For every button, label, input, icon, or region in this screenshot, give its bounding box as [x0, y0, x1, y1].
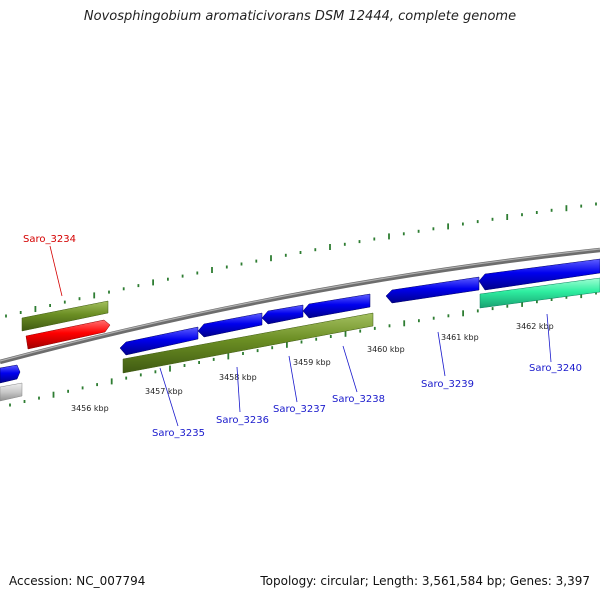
leader-line — [159, 367, 179, 427]
ruler-label: 3462 kbp — [516, 322, 554, 331]
map-title: Novosphingobium aromaticivorans DSM 1244… — [83, 9, 517, 24]
genome-backbone-highlight — [0, 248, 600, 362]
leader-line — [342, 345, 358, 393]
cds-saro-3237[interactable] — [261, 304, 304, 325]
ruler-label: 3460 kbp — [367, 345, 405, 354]
gene-label-saro-3240[interactable]: Saro_3240 — [529, 363, 582, 374]
gene-label-saro-3237[interactable]: Saro_3237 — [273, 404, 326, 415]
cds-saro-3240[interactable] — [478, 258, 600, 291]
rna-left-partial[interactable] — [0, 382, 23, 402]
outer-ruler — [5, 202, 597, 318]
leader-line — [236, 366, 241, 413]
leader-lines — [49, 245, 552, 427]
gene-label-saro-3239[interactable]: Saro_3239 — [421, 379, 474, 390]
cds-left-partial[interactable] — [0, 364, 21, 384]
leader-line — [437, 331, 446, 377]
cds-saro-3239[interactable] — [385, 276, 480, 304]
cds-saro-3235[interactable] — [119, 326, 199, 356]
ruler-label: 3457 kbp — [145, 387, 183, 396]
genome-summary: Topology: circular; Length: 3,561,584 bp… — [260, 574, 590, 588]
genome-backbone — [0, 247, 600, 365]
ruler-label: 3459 kbp — [293, 358, 331, 367]
gene-label-saro-3234[interactable]: Saro_3234 — [23, 234, 76, 245]
gene-saro-3234[interactable] — [21, 300, 109, 332]
ruler-label: 3461 kbp — [441, 333, 479, 342]
leader-line — [546, 313, 552, 363]
inner-ruler — [9, 291, 597, 407]
gene-label-saro-3238[interactable]: Saro_3238 — [332, 394, 385, 405]
gene-track-saro-3235-3238[interactable] — [122, 312, 374, 374]
cds-saro-3236[interactable] — [197, 312, 263, 338]
cds-saro-3234[interactable] — [25, 319, 111, 350]
ruler-label: 3456 kbp — [71, 404, 109, 413]
leader-line — [49, 245, 63, 297]
accession-text: Accession: NC_007794 — [9, 574, 146, 588]
gene-label-saro-3235[interactable]: Saro_3235 — [152, 428, 205, 439]
leader-line — [288, 355, 298, 403]
cds-saro-3238[interactable] — [302, 293, 371, 319]
rna-saro-3240[interactable] — [479, 277, 600, 309]
gene-label-saro-3236[interactable]: Saro_3236 — [216, 415, 269, 426]
